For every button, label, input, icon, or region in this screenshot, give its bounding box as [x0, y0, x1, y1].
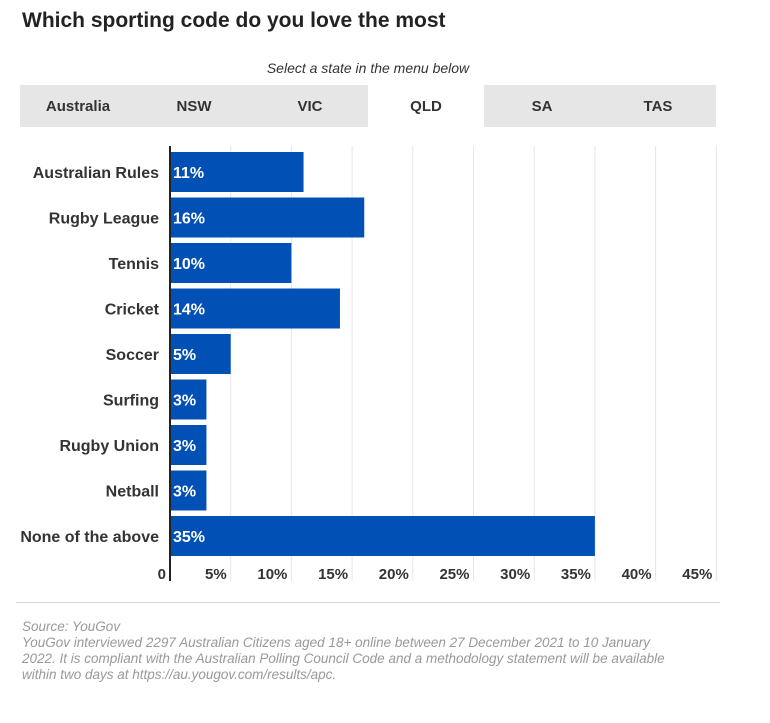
bar: [170, 197, 365, 238]
source-note: Source: YouGov: [22, 619, 121, 634]
tab-qld[interactable]: QLD: [368, 85, 484, 127]
methodology-note-line-3: within two days at https://au.yougov.com…: [22, 667, 337, 682]
footer-notes: Source: YouGov YouGov interviewed 2297 A…: [22, 619, 722, 683]
chart-title: Which sporting code do you love the most: [22, 9, 446, 32]
tab-sa[interactable]: SA: [531, 97, 553, 115]
x-tick-label: 0: [158, 566, 166, 583]
category-label: Rugby League: [49, 211, 159, 228]
bar: [170, 243, 292, 283]
data-label: 35%: [173, 529, 205, 546]
bar: [170, 516, 595, 556]
footer-divider: [16, 602, 720, 603]
tab-tas[interactable]: TAS: [643, 97, 673, 115]
x-tick-label: 15%: [318, 566, 348, 583]
bar: [170, 334, 231, 374]
bar: [170, 425, 207, 465]
bar: [170, 470, 207, 511]
data-label: 14%: [173, 302, 205, 319]
tab-nsw[interactable]: NSW: [176, 97, 212, 115]
menu-instruction: Select a state in the menu below: [266, 60, 470, 76]
x-tick-label: 5%: [205, 566, 227, 583]
tab-australia[interactable]: Australia: [45, 97, 111, 115]
bar: [170, 288, 340, 329]
methodology-note-line-2: 2022. It is compliant with the Australia…: [22, 651, 665, 666]
category-label: Tennis: [109, 256, 159, 273]
data-label: 11%: [173, 165, 204, 182]
category-label: Rugby Union: [59, 438, 159, 455]
bar: [170, 152, 304, 192]
methodology-note-line-1: YouGov interviewed 2297 Australian Citiz…: [22, 635, 651, 650]
category-label: Netball: [106, 484, 159, 501]
data-label: 3%: [173, 484, 196, 501]
x-tick-label: 35%: [561, 566, 591, 583]
category-label: Australian Rules: [33, 165, 159, 182]
x-tick-label: 40%: [622, 566, 652, 583]
state-tab-bar: Australia NSW VIC QLD SA TAS: [20, 85, 716, 127]
category-label: Surfing: [103, 393, 159, 410]
category-label: None of the above: [20, 529, 159, 546]
data-label: 3%: [173, 393, 196, 410]
x-tick-label: 10%: [257, 566, 287, 583]
category-label: Soccer: [106, 347, 159, 364]
data-label: 10%: [173, 256, 205, 273]
data-label: 5%: [173, 347, 196, 364]
category-label: Cricket: [105, 302, 160, 319]
data-label: 16%: [173, 211, 205, 228]
bar: [170, 379, 207, 420]
x-tick-label: 45%: [682, 566, 712, 583]
tab-vic[interactable]: VIC: [297, 97, 323, 115]
data-label: 3%: [173, 438, 196, 455]
x-tick-label: 25%: [439, 566, 469, 583]
bar-chart: Australian Rules 11% Rugby League 16% Tennis…: [20, 146, 717, 583]
x-tick-label: 30%: [500, 566, 530, 583]
x-tick-label: 20%: [379, 566, 409, 583]
